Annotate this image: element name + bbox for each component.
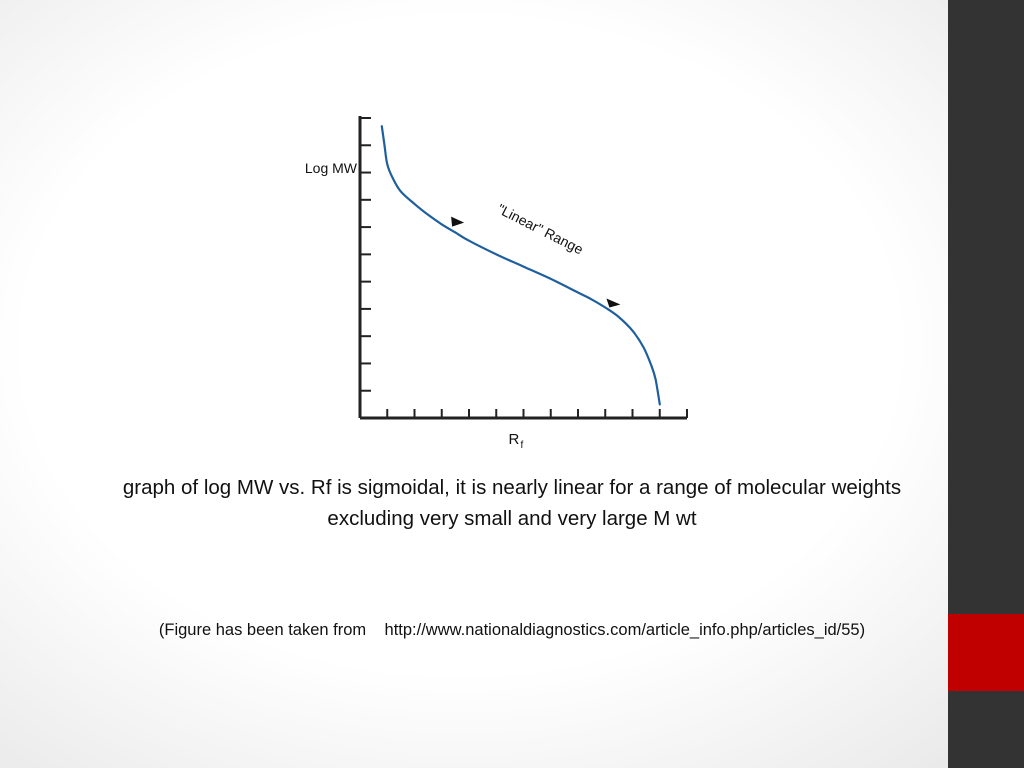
linear-range-start-marker [451, 216, 465, 227]
linear-range-end-marker [606, 298, 621, 308]
source-attribution: (Figure has been taken from http://www.n… [40, 618, 984, 642]
sidebar-bar [948, 0, 1024, 768]
chart-svg: Log MW R f "Linear" Range [305, 116, 688, 451]
series-line-0 [380, 125, 661, 406]
caption-line-2: excluding very small and very large M wt [327, 507, 697, 530]
x-axis-label-subscript: f [521, 440, 524, 451]
slide-caption: graph of log MW vs. Rf is sigmoidal, it … [40, 472, 984, 534]
x-axis-label: R [509, 431, 520, 448]
caption-line-1: graph of log MW vs. Rf is sigmoidal, it … [122, 476, 902, 499]
source-url: http://www.nationaldiagnostics.com/artic… [384, 621, 866, 639]
source-prefix: (Figure has been taken from [158, 621, 367, 639]
y-axis-label: Log MW [305, 160, 358, 176]
chart-layer: Log MW R f "Linear" Range [305, 116, 688, 451]
sidebar-accent-block [948, 614, 1024, 691]
linear-range-annotation: "Linear" Range [495, 201, 586, 258]
